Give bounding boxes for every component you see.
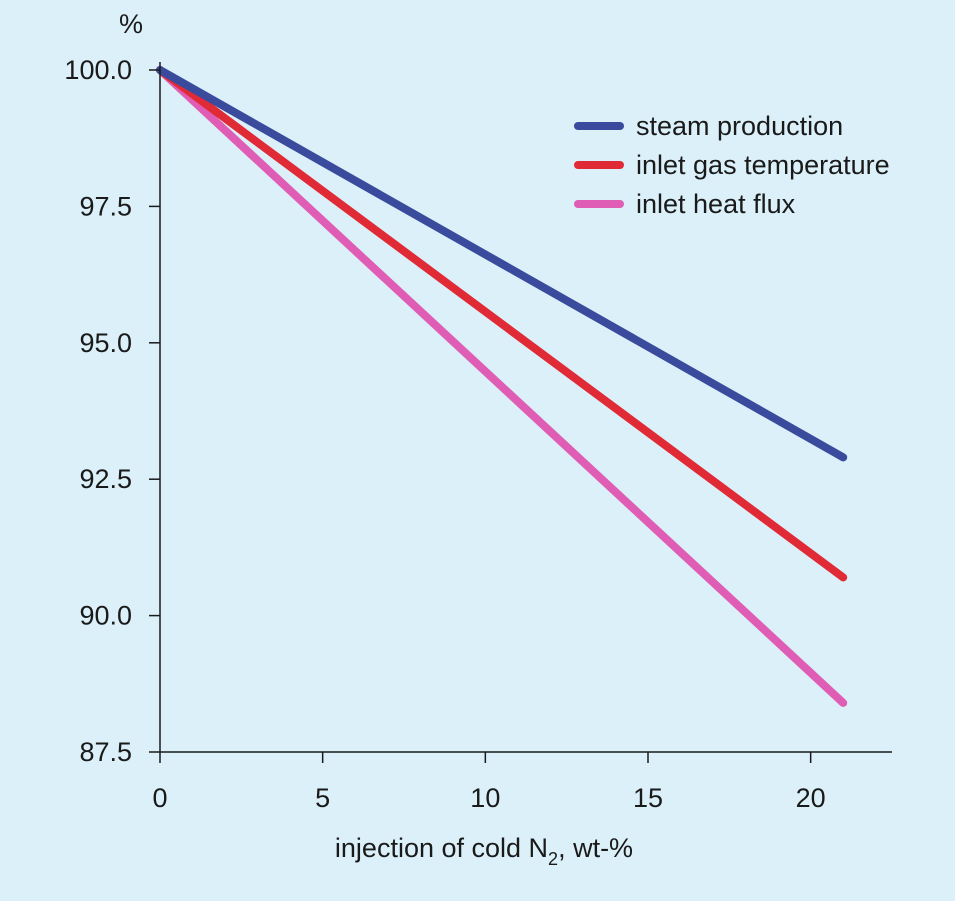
- x-tick-label: 20: [796, 783, 826, 813]
- legend: steam production inlet gas temperature inl…: [574, 111, 890, 219]
- x-axis-title-subscript: 2: [548, 849, 558, 869]
- y-axis-unit: %: [119, 9, 143, 39]
- series-line-inlet-heat-flux: [156, 66, 848, 707]
- x-axis-title-suffix: , wt-%: [558, 833, 633, 863]
- legend-label: inlet gas temperature: [636, 150, 890, 180]
- y-tick-label: 92.5: [79, 464, 132, 494]
- legend-label: steam production: [636, 111, 843, 141]
- series-layer: [156, 66, 848, 707]
- x-axis-title: injection of cold N2, wt-%: [335, 833, 633, 869]
- x-tick-label: 5: [315, 783, 330, 813]
- series-line-inlet-gas-temperature: [156, 66, 848, 582]
- y-tick-label: 87.5: [79, 737, 132, 767]
- x-axis-title-text: injection of cold N: [335, 833, 548, 863]
- series-line-steam-production: [156, 66, 848, 462]
- y-tick-label: 100.0: [64, 55, 132, 85]
- legend-label: inlet heat flux: [636, 189, 796, 219]
- axes-layer: [159, 62, 892, 753]
- y-tick-label: 97.5: [79, 191, 132, 221]
- ticks-layer: 87.5 90.0 92.5 95.0 97.5 100.0 0 5 10 15 20: [64, 55, 825, 813]
- y-tick-label: 95.0: [79, 328, 132, 358]
- y-tick-label: 90.0: [79, 601, 132, 631]
- x-tick-label: 0: [152, 783, 167, 813]
- x-tick-label: 15: [633, 783, 663, 813]
- x-tick-label: 10: [470, 783, 500, 813]
